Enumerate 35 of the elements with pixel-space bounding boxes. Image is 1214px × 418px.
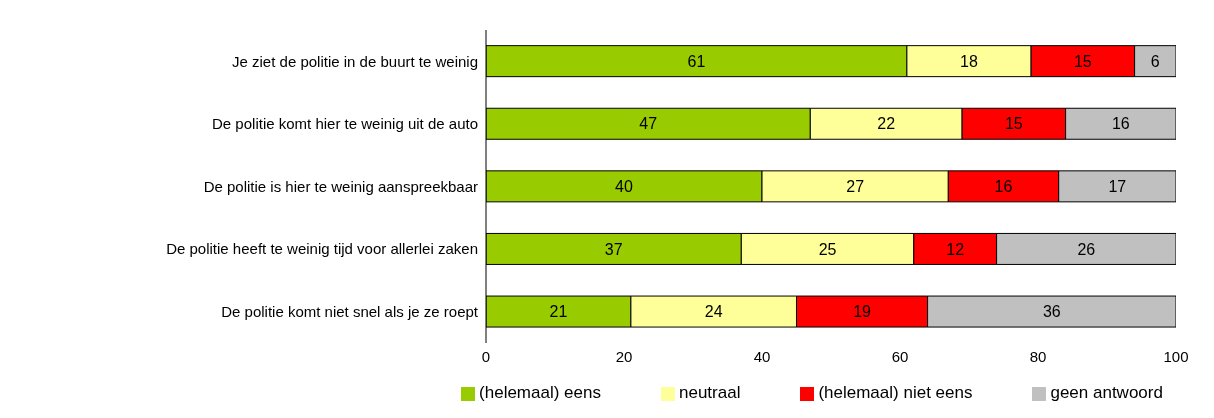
y-tick-label: De politie komt niet snel als je ze roept xyxy=(221,303,479,321)
data-label: 18 xyxy=(960,52,978,70)
data-label: 6 xyxy=(1150,52,1160,70)
data-label: 24 xyxy=(704,303,723,321)
legend-label: neutraal xyxy=(678,383,741,402)
data-label: 22 xyxy=(877,115,896,133)
x-tick-label: 0 xyxy=(481,347,491,365)
y-tick-label: De politie komt hier te weinig uit de auto xyxy=(212,115,478,133)
y-tick-label: Je ziet de politie in de buurt te weinig xyxy=(232,52,478,70)
data-label: 16 xyxy=(1111,115,1130,133)
data-label: 12 xyxy=(946,240,965,258)
data-label: 15 xyxy=(1004,115,1023,133)
data-label: 25 xyxy=(818,240,837,258)
data-label: 15 xyxy=(1073,52,1092,70)
y-tick-label: De politie heeft te weinig tijd voor allerlei zaken xyxy=(166,240,478,258)
x-tick-label: 20 xyxy=(615,347,633,365)
data-label: 27 xyxy=(846,178,865,196)
x-tick-label: 100 xyxy=(1163,347,1189,365)
data-label: 26 xyxy=(1077,240,1096,258)
data-label: 37 xyxy=(604,240,623,258)
x-tick-label: 40 xyxy=(753,347,771,365)
data-label: 16 xyxy=(994,178,1013,196)
data-label: 21 xyxy=(549,303,568,321)
data-label: 61 xyxy=(687,52,706,70)
data-label: 47 xyxy=(639,115,658,133)
legend-label: geen antwoord xyxy=(1050,383,1163,402)
data-label: 19 xyxy=(853,303,872,321)
x-tick-label: 60 xyxy=(891,347,909,365)
y-tick-label: De politie is hier te weinig aanspreekbaar xyxy=(203,177,478,195)
legend-label: (helemaal) niet eens xyxy=(818,383,973,402)
x-tick-label: 80 xyxy=(1029,347,1047,365)
data-label: 17 xyxy=(1108,178,1127,196)
data-label: 36 xyxy=(1042,303,1061,321)
data-label: 40 xyxy=(615,178,633,196)
legend-label: (helemaal) eens xyxy=(479,383,601,402)
